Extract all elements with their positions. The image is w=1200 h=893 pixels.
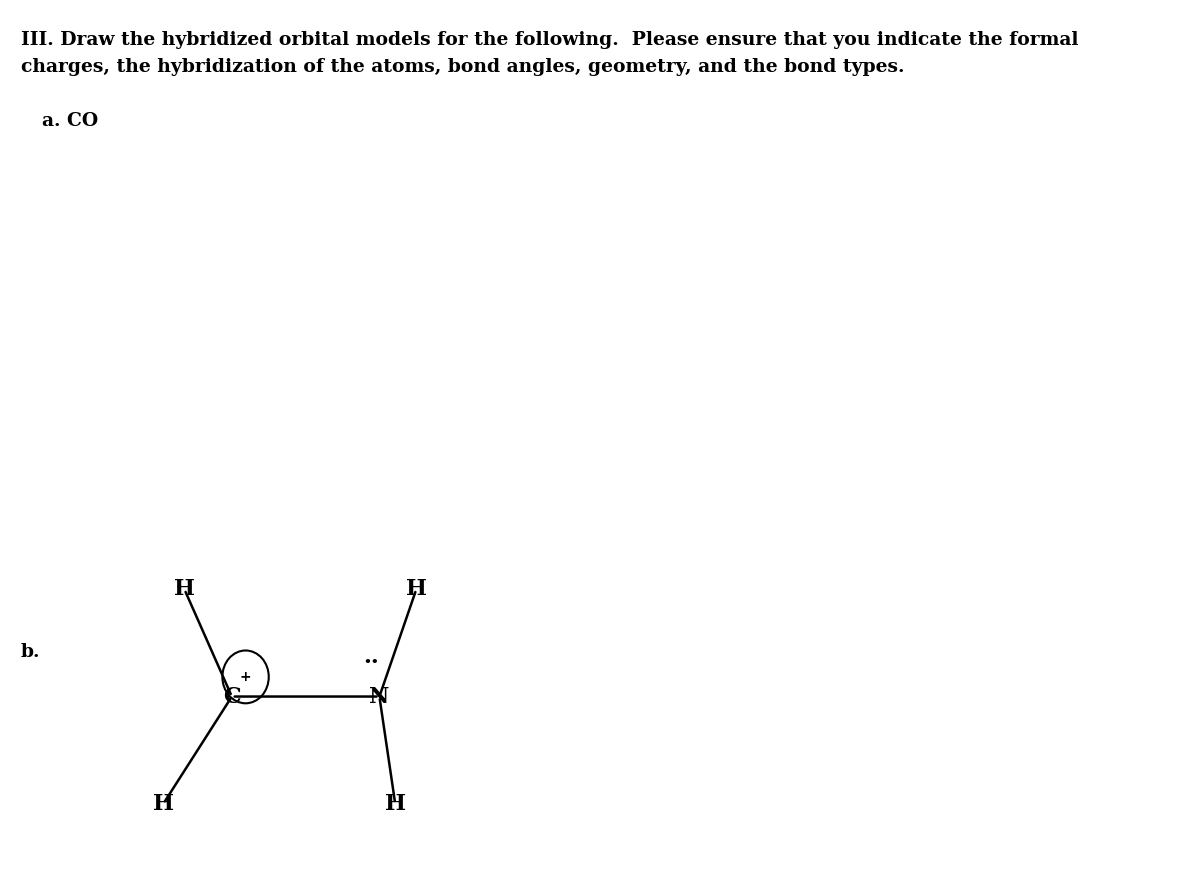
Text: ••: •• (364, 656, 379, 669)
Text: H: H (174, 579, 194, 600)
Text: charges, the hybridization of the atoms, bond angles, geometry, and the bond typ: charges, the hybridization of the atoms,… (22, 58, 905, 76)
Text: III. Draw the hybridized orbital models for the following.  Please ensure that y: III. Draw the hybridized orbital models … (22, 31, 1079, 49)
Text: H: H (385, 793, 406, 814)
Text: H: H (152, 793, 174, 814)
Text: C: C (223, 686, 241, 707)
Text: +: + (240, 670, 251, 684)
Text: a. CO: a. CO (42, 112, 98, 129)
Text: H: H (406, 579, 427, 600)
Text: b.: b. (22, 643, 41, 661)
Text: N: N (370, 686, 390, 707)
